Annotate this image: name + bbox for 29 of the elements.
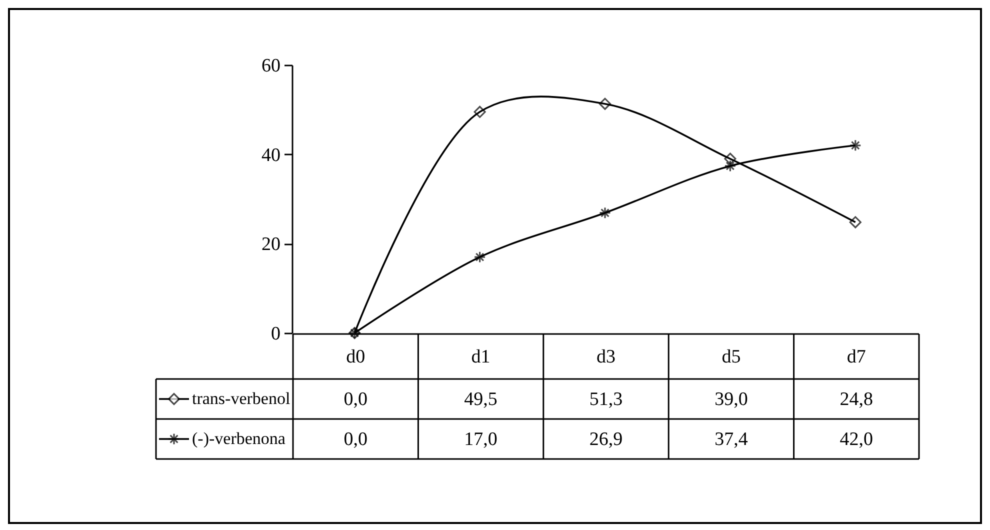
point: [598, 98, 612, 110]
y-tick-label: 0: [271, 324, 280, 344]
point: [724, 160, 736, 172]
data-label: 26,9: [589, 429, 623, 450]
data-label: 0,0: [344, 429, 368, 450]
data-label: 37,4: [714, 429, 748, 450]
data-label: 39,0: [714, 389, 748, 410]
y-tick-label: 60: [262, 56, 280, 76]
x-tick-label: d7: [846, 346, 866, 368]
point: [849, 139, 862, 152]
legend-label: trans-verbenol: [192, 389, 290, 408]
data-label: 17,0: [464, 429, 498, 450]
x-tick-label: d5: [722, 346, 741, 368]
point: [474, 106, 486, 118]
data-label: 42,0: [840, 429, 874, 450]
legend-label: (-)-verbenona: [192, 429, 286, 448]
x-tick-label: d1: [471, 346, 490, 368]
point: [724, 152, 736, 165]
point: [474, 251, 486, 264]
point: [598, 206, 612, 219]
data-label: 24,8: [840, 389, 874, 410]
y-tick-label: 20: [262, 234, 280, 256]
data-label: 51,3: [589, 389, 623, 410]
point: [849, 216, 862, 228]
data-label: 0,0: [344, 389, 368, 410]
data-label: 49,5: [464, 389, 498, 410]
y-tick-label: 40: [262, 144, 280, 166]
x-tick-label: d3: [596, 346, 616, 368]
x-tick-label: d0: [346, 346, 366, 368]
